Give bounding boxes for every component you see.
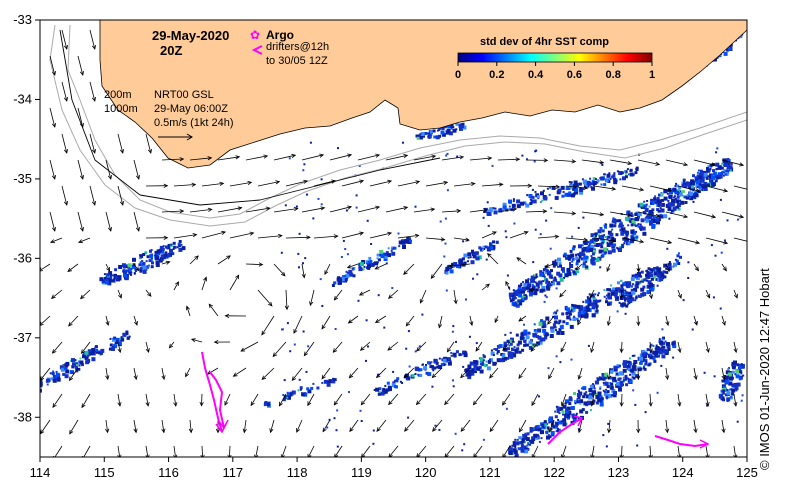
- isobath-200m: [67, 24, 747, 219]
- x-axis: 114 115 116 117 118 119 120 121 122 123 124 125: [30, 457, 758, 480]
- x-tick-label: 122: [543, 465, 565, 480]
- x-tick-label: 123: [608, 465, 630, 480]
- colorbar: [457, 52, 653, 63]
- drifter-track-4: [654, 435, 709, 448]
- isobath-1000m: [49, 24, 747, 227]
- vector-scale-arrowhead: [186, 133, 193, 141]
- drifter-arrowheads: [215, 415, 710, 449]
- map-date: 29-May-2020: [152, 28, 229, 43]
- x-tick-label: 120: [415, 465, 437, 480]
- colorbar-tick-label: 1: [649, 69, 655, 81]
- current-vectors: [40, 29, 747, 457]
- x-tick-label: 121: [479, 465, 501, 480]
- drifter-track-2: [209, 371, 225, 429]
- x-tick-label: 125: [736, 465, 758, 480]
- x-tick-label: 116: [158, 465, 179, 480]
- vector-scale-label: 0.5m/s (1kt 24h): [154, 117, 233, 129]
- model-source: NRT00 GSL: [154, 89, 214, 101]
- colorbar-tick-label: 0: [455, 69, 461, 81]
- credit-text: © IMOS 01-Jun-2020 12:47 Hobart: [757, 268, 772, 470]
- isobath-1000m-label: 1000m: [104, 103, 138, 115]
- model-valid-time: 29-May 06:00Z: [154, 103, 228, 115]
- y-tick-label: -35: [13, 171, 32, 186]
- colorbar-tick-label: 0.4: [528, 69, 544, 81]
- colorbar-ticks: 0 0.2 0.4 0.6 0.8 1: [455, 62, 655, 81]
- y-tick-label: -34: [13, 91, 32, 106]
- x-tick-label: 114: [30, 465, 51, 480]
- x-tick-label: 118: [287, 465, 308, 480]
- colorbar-title: std dev of 4hr SST comp: [480, 36, 609, 48]
- y-tick-label: -37: [13, 330, 32, 345]
- colorbar-tick-label: 0.6: [567, 69, 582, 81]
- map-time: 20Z: [160, 43, 182, 58]
- argo-label: Argo: [266, 28, 294, 42]
- plot-frame: [39, 19, 748, 458]
- y-tick-label: -38: [13, 409, 32, 424]
- drifter-track-3: [547, 417, 583, 445]
- drifters-label: drifters@12h: [266, 41, 329, 53]
- y-axis: -33 -34 -35 -36 -37 -38: [13, 12, 40, 424]
- x-tick-label: 115: [94, 465, 115, 480]
- colorbar-tick-label: 0.8: [606, 69, 621, 81]
- x-tick-label: 117: [222, 465, 243, 480]
- isobath-200m-label: 200m: [104, 89, 132, 101]
- drifter-legend-icon: [251, 45, 263, 55]
- y-tick-label: -36: [13, 250, 32, 265]
- colorbar-tick-label: 0.2: [489, 69, 504, 81]
- x-tick-label: 124: [672, 465, 694, 480]
- drifters-period: to 30/05 12Z: [266, 55, 328, 67]
- argo-float-icon: ✿: [250, 28, 260, 42]
- y-tick-label: -33: [13, 12, 32, 27]
- x-tick-label: 119: [351, 465, 372, 480]
